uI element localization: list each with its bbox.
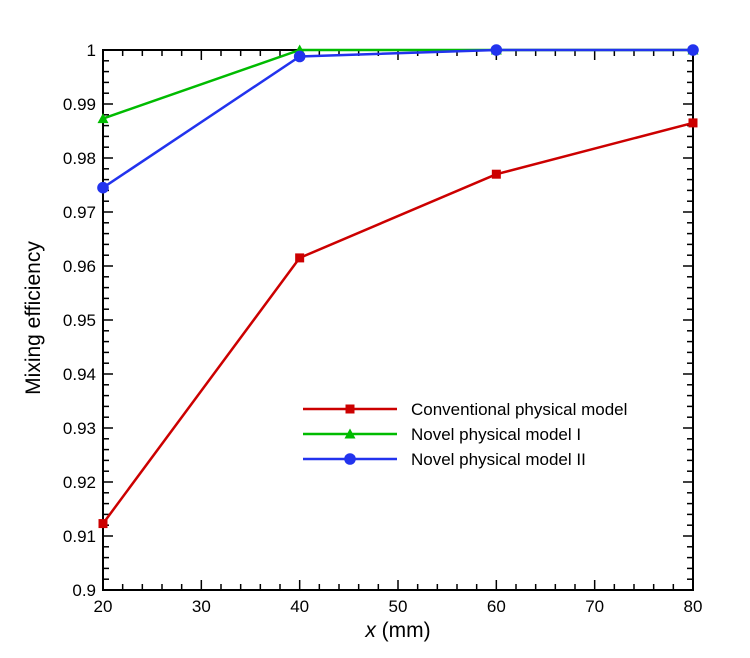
x-tick-label: 50 [389,597,408,616]
legend-label: Novel physical model II [411,450,586,469]
legend-label: Novel physical model I [411,425,581,444]
y-tick-label: 0.95 [63,311,96,330]
axes: 20 30 40 50 60 70 80 0.9 0.91 0.92 0.93 0.94 0.95 0.9… [63,41,703,616]
y-tick-label: 0.96 [63,257,96,276]
y-tick-label: 0.94 [63,365,96,384]
data-point [98,519,108,529]
series-1 [98,118,698,529]
data-point [97,113,109,124]
y-tick-label: 0.97 [63,203,96,222]
y-tick-label: 0.9 [72,581,96,600]
data-point [687,44,699,56]
legend-marker [345,404,355,414]
data-point [490,44,503,56]
data-point [293,50,306,63]
x-axis-unit: (mm) [376,619,431,642]
series-line [102,48,693,189]
data-point [97,181,109,194]
legend-item: Novel physical model II [303,450,586,469]
x-tick-label: 80 [684,597,703,616]
x-axis-variable: x [364,619,377,642]
x-tick-label: 20 [94,597,113,616]
series-3 [97,44,699,194]
y-tick-label: 0.98 [63,149,96,168]
y-axis-title: Mixing efficiency [22,241,45,395]
series-line [101,121,694,525]
legend-marker [344,428,356,439]
series-layer [97,44,699,529]
plot-frame [102,49,694,591]
y-tick-label: 1 [87,41,96,60]
y-tick-label: 0.93 [63,419,96,438]
data-point [688,118,698,128]
x-tick-label: 40 [290,597,309,616]
legend-marker [344,453,356,465]
legend: Conventional physical model Novel physica… [303,400,627,469]
data-point [491,169,501,179]
legend-item: Novel physical model I [303,425,581,444]
x-tick-label: 30 [192,597,211,616]
legend-item: Conventional physical model [303,400,627,419]
y-tick-label: 0.92 [63,473,96,492]
x-tick-label: 60 [487,597,506,616]
legend-label: Conventional physical model [411,400,627,419]
y-tick-label: 0.99 [63,95,96,114]
data-point [295,253,305,263]
x-tick-label: 70 [585,597,604,616]
x-axis-title: x (mm) [364,619,430,642]
y-tick-label: 0.91 [63,527,96,546]
series-line [102,48,693,120]
